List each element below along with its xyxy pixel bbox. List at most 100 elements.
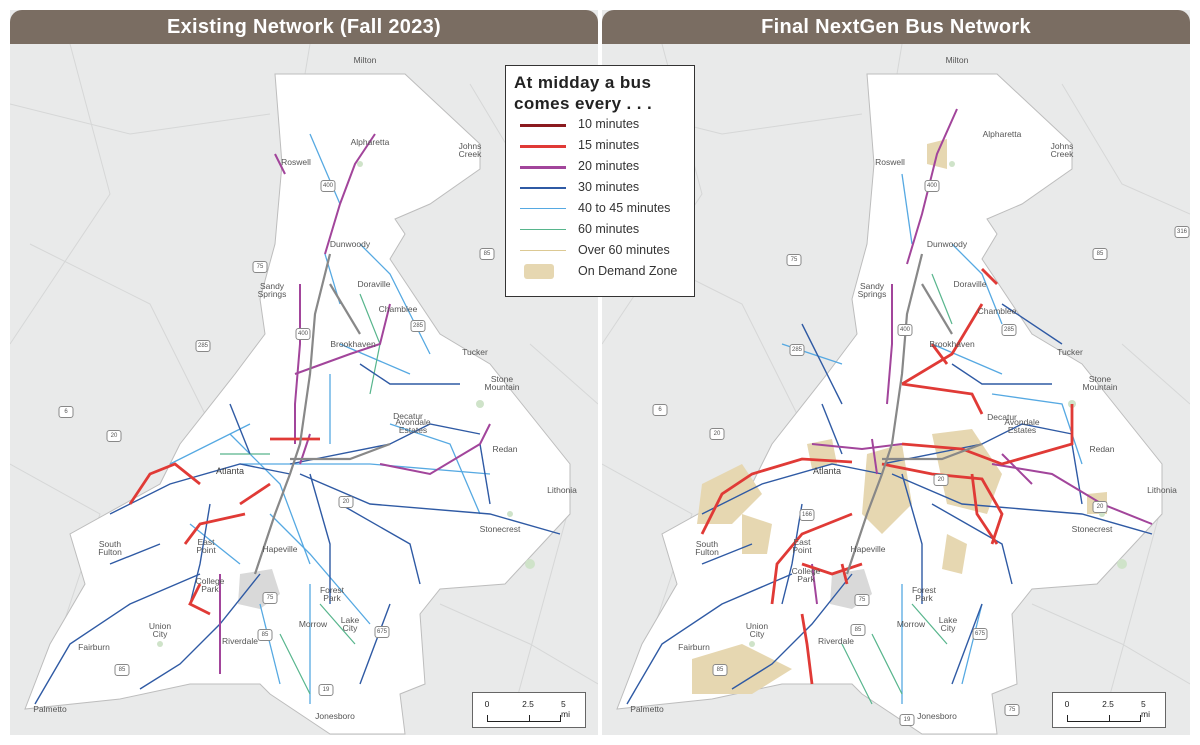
highway-400-shield: 400	[924, 180, 940, 192]
highway-75-shield: 75	[252, 261, 268, 273]
existing-network-title: Existing Network (Fall 2023)	[10, 10, 598, 44]
place-atlanta: Atlanta	[215, 466, 245, 476]
place-palmetto: Palmetto	[33, 704, 67, 714]
place-fairburn: Fairburn	[678, 642, 710, 652]
legend-item-label: 60 minutes	[578, 222, 640, 236]
place-roswell: Roswell	[875, 157, 905, 167]
place-springs: Springs	[257, 289, 287, 299]
highway-285-shield: 285	[1001, 324, 1017, 336]
scale-bar-mid-tick	[529, 715, 530, 721]
place-avondale: Avondale	[1004, 417, 1040, 427]
place-morrow: Morrow	[298, 619, 328, 629]
place-fulton: Fulton	[98, 547, 122, 557]
highway-675-shield: 675	[374, 626, 390, 638]
place-riverdale: Riverdale	[818, 636, 854, 646]
place-estates: Estates	[1007, 425, 1037, 435]
highway-285-shield: 285	[410, 320, 426, 332]
scale-bar-line	[487, 715, 561, 722]
place-milton: Milton	[353, 55, 377, 65]
highway-19-shield: 19	[318, 684, 334, 696]
place-city: City	[749, 629, 765, 639]
highway-166-shield: 166	[799, 509, 815, 521]
place-alpharetta: Alpharetta	[982, 129, 1022, 139]
legend-title-line2: comes every . . .	[514, 94, 653, 113]
place-redan: Redan	[1089, 444, 1115, 454]
highway-6-shield: 6	[652, 404, 668, 416]
place-jonesboro: Jonesboro	[315, 711, 355, 721]
place-college: College	[195, 576, 225, 586]
place-redan: Redan	[492, 444, 518, 454]
highway-285-shield: 285	[789, 344, 805, 356]
place-stonecrest: Stonecrest	[479, 524, 521, 534]
place-fairburn: Fairburn	[78, 642, 110, 652]
legend-item: 15 minutes	[514, 135, 686, 156]
legend-item: On Demand Zone	[514, 261, 686, 282]
place-forest-park: Park	[915, 593, 933, 603]
scale-label-5mi: 5 mi	[1141, 699, 1150, 719]
scale-label-5mi: 5 mi	[561, 699, 570, 719]
legend-item-label: Over 60 minutes	[578, 243, 670, 257]
place-johns: Johns	[458, 141, 482, 151]
legend-item-label: 30 minutes	[578, 180, 640, 194]
place-dunwoody: Dunwoody	[329, 239, 371, 249]
scale-bar: 0 2.5 5 mi	[1052, 692, 1166, 728]
legend-swatch-line	[520, 208, 566, 209]
place-roswell: Roswell	[281, 157, 311, 167]
legend-item: 40 to 45 minutes	[514, 198, 686, 219]
place-hapeville: Hapeville	[850, 544, 886, 554]
place-alpharetta: Alpharetta	[350, 137, 390, 147]
place-city: City	[152, 629, 168, 639]
legend-item: 30 minutes	[514, 177, 686, 198]
highway-285-shield: 285	[195, 340, 211, 352]
legend-swatch-line	[520, 250, 566, 251]
place-mountain: Mountain	[484, 382, 520, 392]
place-point: Point	[196, 545, 216, 555]
place-creek: Creek	[458, 149, 482, 159]
place-sandy: Sandy	[859, 281, 885, 291]
place-east: East	[197, 537, 215, 547]
legend-swatch-line	[520, 229, 566, 230]
highway-20-shield: 20	[709, 428, 725, 440]
nextgen-network-map	[602, 44, 1190, 735]
legend-item-label: On Demand Zone	[578, 264, 678, 278]
place-creek: Creek	[1050, 149, 1074, 159]
scale-label-2-5: 2.5	[1102, 699, 1114, 709]
place-riverdale: Riverdale	[222, 636, 258, 646]
place-point: Point	[792, 545, 812, 555]
place-decatur: Decatur	[393, 411, 423, 421]
highway-20-shield: 20	[338, 496, 354, 508]
place-doraville: Doraville	[953, 279, 987, 289]
place-stonecrest: Stonecrest	[1071, 524, 1113, 534]
scale-bar: 0 2.5 5 mi	[472, 692, 586, 728]
legend-item-label: 15 minutes	[578, 138, 640, 152]
highway-85-shield: 85	[257, 629, 273, 641]
highway-75-shield: 75	[262, 592, 278, 604]
place-forest: Forest	[319, 585, 345, 595]
highway-675-shield: 675	[972, 628, 988, 640]
scale-label-0: 0	[1064, 699, 1070, 709]
place-tucker: Tucker	[462, 347, 488, 357]
highway-75-shield: 75	[1004, 704, 1020, 716]
place-brookhaven: Brookhaven	[929, 339, 975, 349]
place-decatur: Decatur	[987, 412, 1017, 422]
place-avondale: Avondale	[395, 417, 431, 427]
place-forest: Forest	[911, 585, 937, 595]
place-chamblee: Chamblee	[378, 304, 418, 314]
place-jonesboro: Jonesboro	[917, 711, 957, 721]
highway-85-shield: 85	[1092, 248, 1108, 260]
place-morrow: Morrow	[896, 619, 926, 629]
place-union: Union	[148, 621, 172, 631]
highway-20-shield: 20	[933, 474, 949, 486]
highway-20-shield: 20	[1092, 501, 1108, 513]
place-south: South	[695, 539, 719, 549]
highway-6-shield: 6	[58, 406, 74, 418]
frequency-legend: At midday a bus comes every . . . 10 min…	[505, 65, 695, 297]
place-mountain: Mountain	[1082, 382, 1118, 392]
place-hapeville: Hapeville	[262, 544, 298, 554]
place-springs: Springs	[857, 289, 887, 299]
place-park: Park	[797, 574, 815, 584]
place-college: College	[791, 566, 821, 576]
scale-bar-line	[1067, 715, 1141, 722]
highway-85-shield: 85	[479, 248, 495, 260]
legend-item-label: 40 to 45 minutes	[578, 201, 671, 215]
